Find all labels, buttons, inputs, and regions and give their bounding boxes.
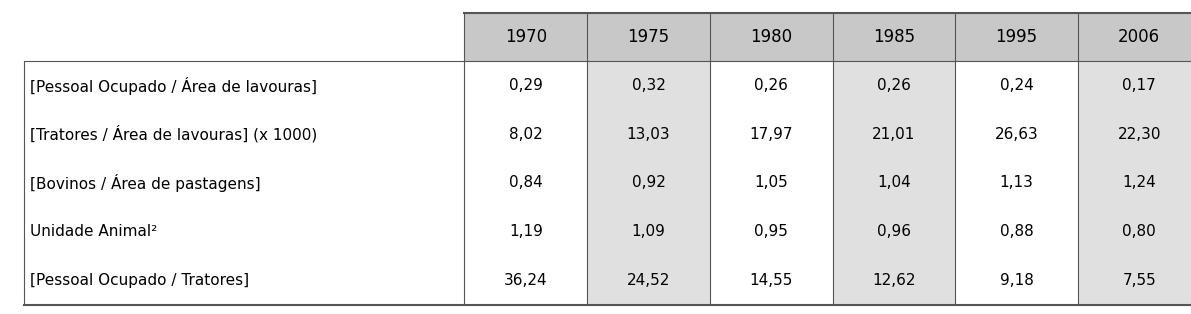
Text: 0,80: 0,80 xyxy=(1122,224,1156,239)
Text: 9,18: 9,18 xyxy=(999,273,1034,288)
Text: 7,55: 7,55 xyxy=(1122,273,1156,288)
Text: 1985: 1985 xyxy=(873,28,915,46)
Bar xyxy=(587,61,710,110)
Text: 0,24: 0,24 xyxy=(999,78,1034,93)
Text: 1980: 1980 xyxy=(750,28,792,46)
Text: 1,09: 1,09 xyxy=(631,224,666,239)
Bar xyxy=(833,256,955,305)
Bar xyxy=(710,110,833,159)
Text: 0,17: 0,17 xyxy=(1122,78,1156,93)
Text: 14,55: 14,55 xyxy=(749,273,793,288)
Bar xyxy=(587,159,710,207)
Bar xyxy=(464,13,587,61)
Bar xyxy=(710,61,833,110)
Text: 36,24: 36,24 xyxy=(504,273,548,288)
Bar xyxy=(24,61,464,110)
Bar xyxy=(587,256,710,305)
Bar xyxy=(710,13,833,61)
Bar xyxy=(587,13,710,61)
Bar xyxy=(24,256,464,305)
Bar xyxy=(955,110,1078,159)
Text: 0,88: 0,88 xyxy=(999,224,1034,239)
Text: 0,29: 0,29 xyxy=(509,78,543,93)
Text: [Tratores / Área de lavouras] (x 1000): [Tratores / Área de lavouras] (x 1000) xyxy=(30,126,317,143)
Bar xyxy=(1078,207,1191,256)
Text: 21,01: 21,01 xyxy=(872,127,916,142)
Text: 1,04: 1,04 xyxy=(877,176,911,190)
Bar xyxy=(464,159,587,207)
Bar xyxy=(955,159,1078,207)
Bar xyxy=(464,110,587,159)
Text: 1975: 1975 xyxy=(628,28,669,46)
Bar xyxy=(833,159,955,207)
Text: 0,92: 0,92 xyxy=(631,176,666,190)
Bar xyxy=(24,207,464,256)
Bar xyxy=(710,256,833,305)
Bar xyxy=(710,207,833,256)
Bar xyxy=(710,159,833,207)
Text: 1,05: 1,05 xyxy=(754,176,788,190)
Text: 1970: 1970 xyxy=(505,28,547,46)
Text: 1,19: 1,19 xyxy=(509,224,543,239)
Bar xyxy=(955,61,1078,110)
Text: 1,24: 1,24 xyxy=(1122,176,1156,190)
Bar xyxy=(1078,61,1191,110)
Text: 0,26: 0,26 xyxy=(754,78,788,93)
Text: 8,02: 8,02 xyxy=(509,127,543,142)
Bar xyxy=(955,13,1078,61)
Text: 0,96: 0,96 xyxy=(877,224,911,239)
Bar xyxy=(587,207,710,256)
Text: 24,52: 24,52 xyxy=(626,273,671,288)
Bar xyxy=(464,61,587,110)
Bar xyxy=(1078,256,1191,305)
Bar xyxy=(833,13,955,61)
Text: 12,62: 12,62 xyxy=(872,273,916,288)
Text: 2006: 2006 xyxy=(1118,28,1160,46)
Bar xyxy=(833,61,955,110)
Text: [Pessoal Ocupado / Área de lavouras]: [Pessoal Ocupado / Área de lavouras] xyxy=(30,77,317,95)
Bar xyxy=(1078,159,1191,207)
Text: 13,03: 13,03 xyxy=(626,127,671,142)
Bar xyxy=(24,159,464,207)
Text: 1,13: 1,13 xyxy=(999,176,1034,190)
Bar xyxy=(587,110,710,159)
Bar xyxy=(955,256,1078,305)
Text: 0,84: 0,84 xyxy=(509,176,543,190)
Text: 0,26: 0,26 xyxy=(877,78,911,93)
Text: Unidade Animal²: Unidade Animal² xyxy=(30,224,157,239)
Text: 26,63: 26,63 xyxy=(994,127,1039,142)
Bar xyxy=(955,207,1078,256)
Bar xyxy=(833,207,955,256)
Bar xyxy=(1078,13,1191,61)
Text: [Bovinos / Área de pastagens]: [Bovinos / Área de pastagens] xyxy=(30,174,261,192)
Text: [Pessoal Ocupado / Tratores]: [Pessoal Ocupado / Tratores] xyxy=(30,273,249,288)
Bar xyxy=(24,110,464,159)
Text: 22,30: 22,30 xyxy=(1117,127,1161,142)
Text: 0,95: 0,95 xyxy=(754,224,788,239)
Text: 1995: 1995 xyxy=(996,28,1037,46)
Text: 17,97: 17,97 xyxy=(749,127,793,142)
Text: 0,32: 0,32 xyxy=(631,78,666,93)
Bar xyxy=(464,256,587,305)
Bar xyxy=(464,207,587,256)
Bar xyxy=(1078,110,1191,159)
Bar xyxy=(833,110,955,159)
